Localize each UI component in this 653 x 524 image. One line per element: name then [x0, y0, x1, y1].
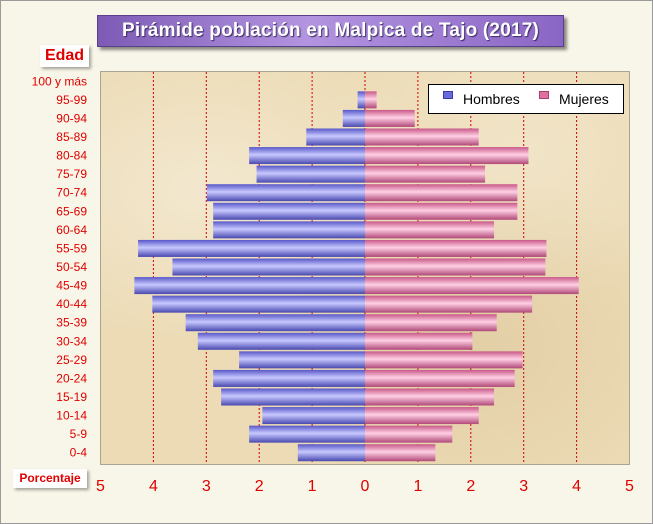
y-tick-label: 85-89: [56, 130, 87, 144]
y-tick-label: 90-94: [56, 111, 87, 125]
bar-mujeres: [365, 407, 479, 425]
bar-hombres: [172, 258, 365, 276]
bar-hombres: [213, 369, 365, 387]
bar-mujeres: [365, 425, 453, 443]
chart-title: Pirámide población en Malpica de Tajo (2…: [97, 15, 564, 47]
bar-hombres: [206, 184, 365, 202]
bar-mujeres: [365, 351, 523, 369]
x-tick-label: 1: [308, 478, 317, 495]
x-tick-label: 2: [466, 478, 475, 495]
bar-mujeres: [365, 91, 377, 109]
bar-hombres: [185, 314, 365, 332]
bar-mujeres: [365, 128, 479, 146]
x-tick-label: 4: [572, 478, 581, 495]
y-tick-label: 55-59: [56, 241, 87, 255]
bar-mujeres: [365, 147, 529, 165]
bar-mujeres: [365, 184, 518, 202]
bar-hombres: [249, 147, 365, 165]
y-tick-label: 60-64: [56, 223, 87, 237]
y-tick-label: 65-69: [56, 204, 87, 218]
bar-hombres: [197, 332, 365, 350]
x-tick-label: 3: [202, 478, 211, 495]
bar-mujeres: [365, 221, 495, 239]
bar-hombres: [262, 407, 365, 425]
x-tick-label: 4: [149, 478, 158, 495]
bar-hombres: [239, 351, 365, 369]
bar-hombres: [357, 91, 365, 109]
legend-label-mujeres: Mujeres: [559, 91, 609, 107]
y-tick-label: 20-24: [56, 371, 87, 385]
bar-mujeres: [365, 332, 473, 350]
x-tick-label: 1: [413, 478, 422, 495]
legend-swatch-hombres: [443, 91, 453, 99]
bar-hombres: [306, 128, 365, 146]
bar-hombres: [134, 277, 365, 295]
x-tick-label: 0: [361, 478, 370, 495]
y-tick-label: 0-4: [70, 446, 88, 460]
x-axis-label: Porcentaje: [13, 469, 87, 488]
x-tick-label: 5: [96, 478, 105, 495]
bar-hombres: [213, 221, 365, 239]
y-tick-label: 50-54: [56, 260, 87, 274]
y-tick-label: 100 y más: [32, 74, 87, 88]
bar-mujeres: [365, 165, 486, 183]
y-tick-label: 30-34: [56, 334, 87, 348]
bar-mujeres: [365, 295, 533, 313]
bar-mujeres: [365, 277, 579, 295]
bar-hombres: [297, 444, 365, 462]
legend-swatch-mujeres: [539, 91, 549, 99]
y-tick-label: 70-74: [56, 186, 87, 200]
bar-mujeres: [365, 444, 436, 462]
bar-hombres: [342, 109, 365, 127]
bar-hombres: [152, 295, 365, 313]
bar-hombres: [213, 202, 365, 220]
y-tick-label: 10-14: [56, 409, 87, 423]
bar-hombres: [138, 239, 365, 257]
x-tick-label: 5: [625, 478, 634, 495]
legend: Hombres Mujeres: [428, 84, 624, 114]
y-tick-label: 45-49: [56, 279, 87, 293]
bar-mujeres: [365, 388, 495, 406]
y-tick-label: 35-39: [56, 316, 87, 330]
y-tick-label: 80-84: [56, 149, 87, 163]
bar-hombres: [249, 425, 365, 443]
y-tick-label: 95-99: [56, 93, 87, 107]
y-tick-label: 25-29: [56, 353, 87, 367]
x-tick-label: 3: [519, 478, 528, 495]
x-tick-label: 2: [255, 478, 264, 495]
bar-mujeres: [365, 314, 497, 332]
bar-mujeres: [365, 369, 515, 387]
bar-hombres: [256, 165, 365, 183]
bar-mujeres: [365, 202, 518, 220]
y-tick-label: 75-79: [56, 167, 87, 181]
legend-label-hombres: Hombres: [463, 91, 520, 107]
y-tick-label: 40-44: [56, 297, 87, 311]
bar-mujeres: [365, 258, 546, 276]
y-tick-label: 15-19: [56, 390, 87, 404]
y-tick-label: 5-9: [70, 427, 88, 441]
bar-mujeres: [365, 239, 547, 257]
y-axis-label: Edad: [40, 45, 89, 67]
bar-hombres: [221, 388, 365, 406]
bar-mujeres: [365, 109, 415, 127]
